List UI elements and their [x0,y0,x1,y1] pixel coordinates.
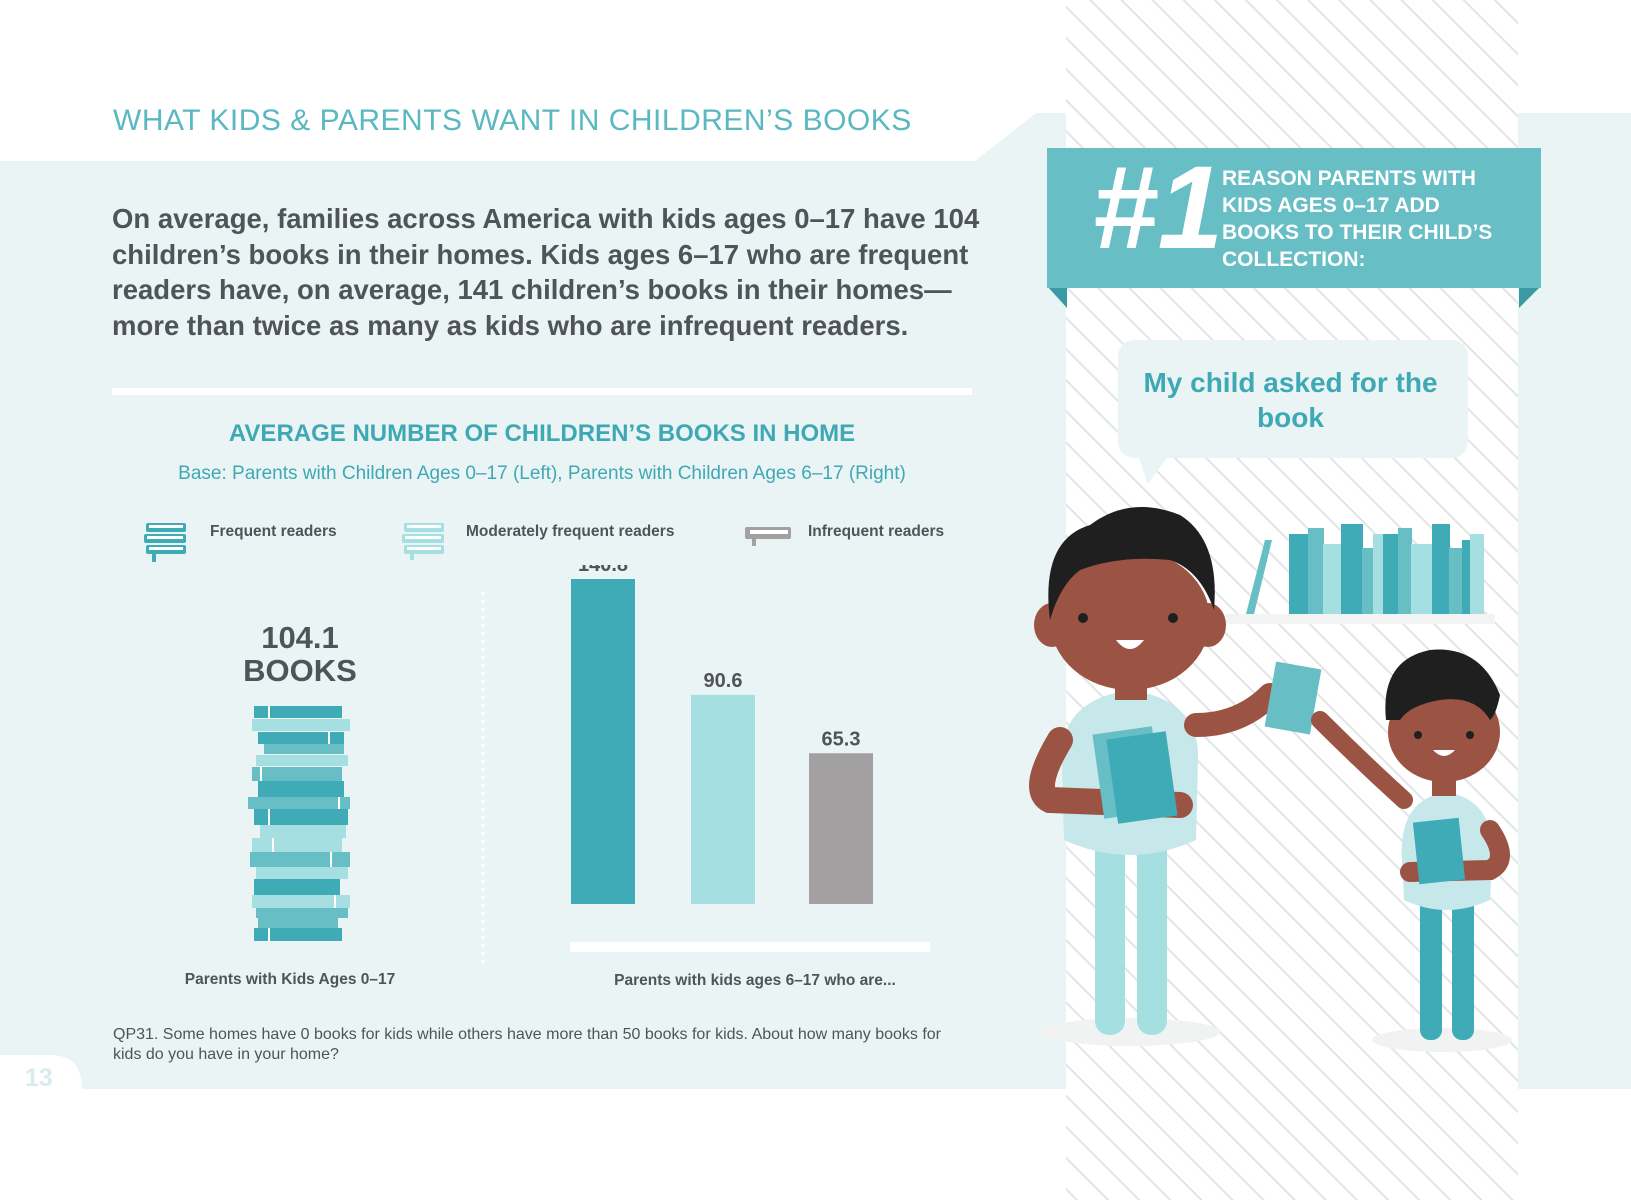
intro-paragraph: On average, families across America with… [112,203,980,341]
badge-text: REASON PARENTS WITH KIDS AGES 0–17 ADD B… [1222,167,1493,271]
older-child [1029,507,1322,1046]
bar-frequent [571,579,635,904]
bar-moderate-label: 90.6 [704,670,743,692]
chart-baseline [570,942,930,952]
left-value-label: 104.1 [261,620,339,655]
bar-frequent-label: 140.8 [578,565,628,576]
chart-subtitle: Base: Parents with Children Ages 0–17 (L… [178,463,906,484]
page-title: WHAT KIDS & PARENTS WANT IN CHILDREN’S B… [113,104,912,137]
teal-book-stack-icon [144,523,186,562]
left-axis-label: Parents with Kids Ages 0–17 [184,971,396,988]
page-number: 13 [25,1064,53,1092]
footnote: QP31. Some homes have 0 books for kids w… [113,1026,941,1063]
legend-infrequent: Infrequent readers [808,523,945,540]
bar-chart-xlabel: Parents with kids ages 6–17 who are... [614,972,896,989]
legend-frequent: Frequent readers [210,523,337,540]
bar-infrequent-label: 65.3 [822,728,861,750]
bookshelf [1225,524,1495,624]
bubble-text: My child asked for the book [1143,367,1438,433]
book-stack-illustration [248,706,350,941]
speech-bubble [1118,340,1468,484]
badge-number: #1 [1092,142,1224,274]
bar-infrequent [809,753,873,904]
gray-book-icon [745,527,791,546]
left-value-unit: BOOKS [243,653,357,688]
younger-child [1311,649,1512,1052]
divider-rule [112,388,972,395]
bar-chart: 140.8 90.6 65.3 [570,565,930,952]
chart-title: AVERAGE NUMBER OF CHILDREN’S BOOKS IN HO… [228,420,856,447]
light-teal-book-stack-icon [402,523,444,560]
kids-illustration [1029,507,1512,1052]
legend-moderate: Moderately frequent readers [466,523,675,540]
bar-moderate [691,694,755,904]
ribbon-banner [1047,148,1541,308]
page-number-tab [0,1055,82,1089]
